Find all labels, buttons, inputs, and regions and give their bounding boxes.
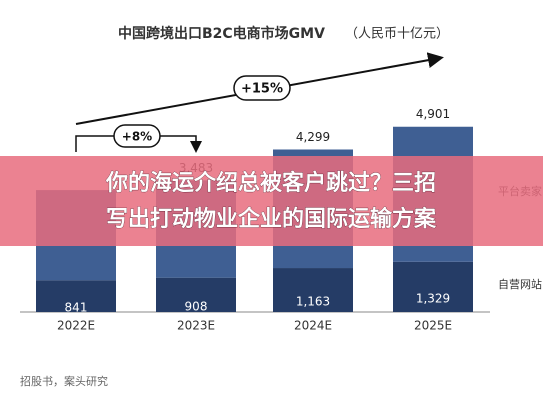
- segment-label: 841: [65, 301, 88, 315]
- x-tick-label: 2022E: [57, 319, 95, 333]
- source: 招股书，案头研究: [20, 374, 108, 388]
- bar-segment: [273, 268, 353, 312]
- total-label: 4,299: [296, 130, 330, 144]
- bar-segment: [393, 261, 473, 312]
- chart-subtitle: （人民币十亿元）: [345, 27, 449, 42]
- total-label: 4,901: [416, 107, 450, 121]
- banner-background: [0, 156, 543, 246]
- bar-segment: [36, 280, 116, 312]
- banner-text: 你的海运介绍总被客户跳过？三招: [105, 170, 436, 196]
- annotation-bubble: [113, 124, 161, 148]
- segment-label: 1,163: [296, 295, 330, 309]
- x-tick-label: 2023E: [177, 319, 215, 333]
- segment-label: 1,329: [416, 291, 450, 305]
- annotation: +15%: [241, 82, 283, 97]
- annotation: +8%: [122, 130, 152, 144]
- banner-text: 写出打动物业企业的国际运输方案: [106, 206, 437, 232]
- x-tick-label: 2025E: [414, 319, 452, 333]
- bar-segment: [156, 277, 236, 312]
- annotation-bubble: [233, 75, 291, 101]
- segment-label: 908: [185, 299, 208, 313]
- x-tick-label: 2024E: [294, 319, 332, 333]
- legend-label: 自营网站: [498, 277, 542, 291]
- chart-title: 中国跨境出口B2C电商市场GMV: [118, 25, 325, 42]
